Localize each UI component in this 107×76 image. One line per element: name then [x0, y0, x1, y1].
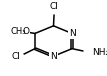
Text: CH₃: CH₃	[11, 27, 26, 36]
Text: NH₂: NH₂	[92, 48, 107, 57]
Text: N: N	[69, 29, 75, 38]
Text: Cl: Cl	[11, 52, 20, 61]
Text: N: N	[50, 52, 57, 61]
Text: O: O	[22, 27, 29, 36]
Text: Cl: Cl	[50, 2, 58, 11]
